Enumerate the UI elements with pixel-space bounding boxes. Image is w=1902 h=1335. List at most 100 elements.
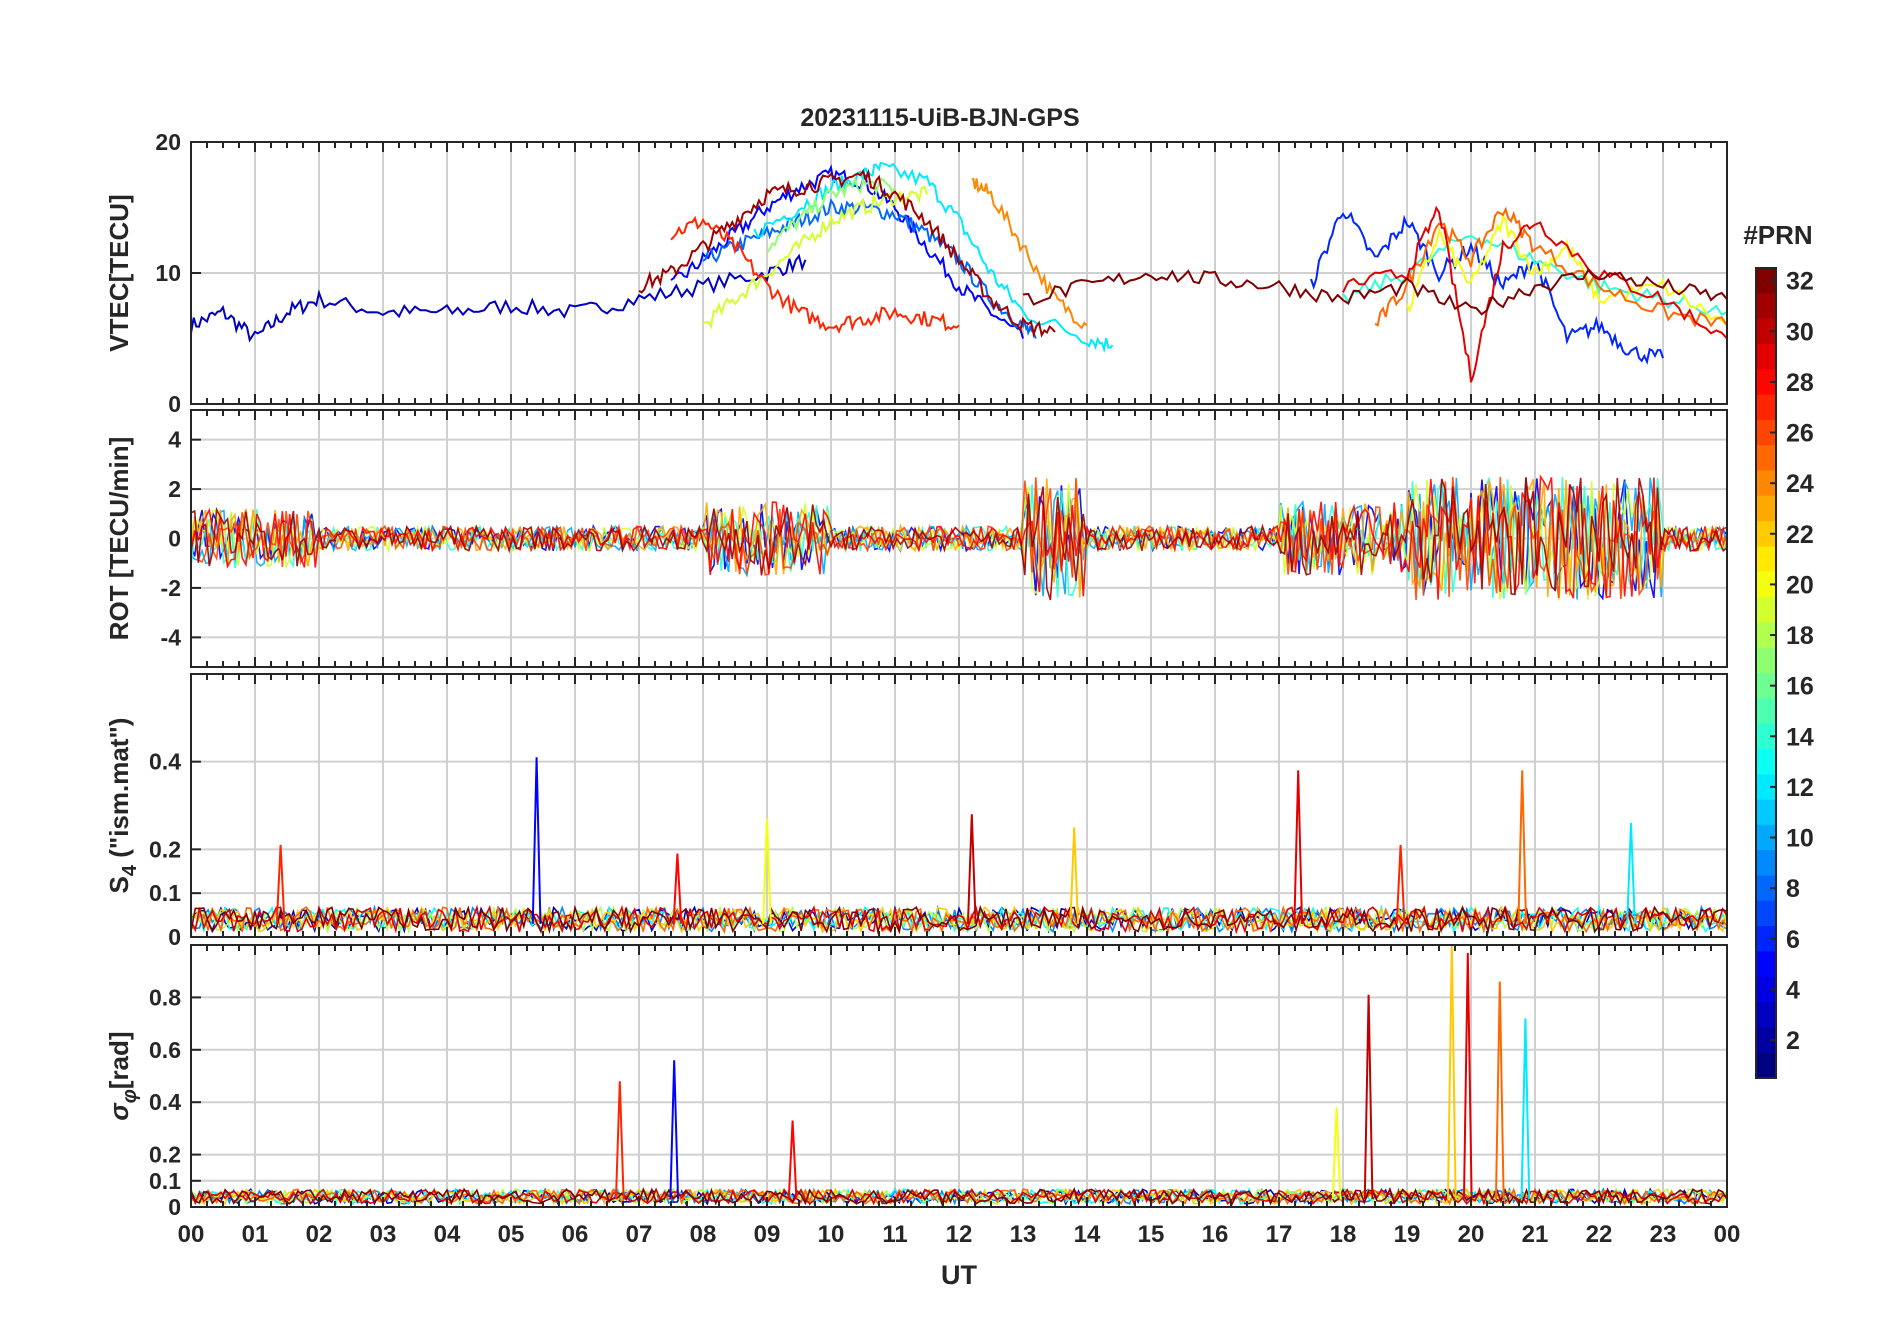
y-tick-label: 20 bbox=[155, 129, 181, 155]
colorbar-tick-label: 2 bbox=[1786, 1027, 1800, 1055]
y-tick-label: 0.1 bbox=[149, 880, 181, 906]
panel-vtec: 0 10 20 VTEC[TECU] bbox=[104, 129, 1728, 417]
colorbar-segment bbox=[1756, 1027, 1776, 1054]
y-tick-label: 0.1 bbox=[149, 1168, 181, 1194]
spike-mark bbox=[787, 1120, 798, 1200]
y-tick-label: 2 bbox=[168, 476, 181, 502]
data-layer bbox=[191, 161, 1727, 383]
x-tick-label: 20 bbox=[1458, 1221, 1485, 1248]
series-line-prn-17 bbox=[766, 176, 896, 254]
spike-mark bbox=[275, 844, 286, 924]
spike-mark bbox=[1494, 981, 1505, 1200]
x-tick-label: 16 bbox=[1202, 1221, 1229, 1248]
x-tick-label: 14 bbox=[1074, 1221, 1101, 1248]
x-tick-label: 00 bbox=[178, 1221, 205, 1248]
x-tick-label: 09 bbox=[754, 1221, 781, 1248]
colorbar-tick-label: 32 bbox=[1786, 268, 1814, 296]
x-axis-label: UT bbox=[941, 1260, 977, 1290]
colorbar-segment bbox=[1756, 799, 1776, 826]
spike-mark bbox=[669, 1060, 680, 1200]
colorbar-tick-label: 16 bbox=[1786, 673, 1814, 701]
colorbar-segment bbox=[1756, 875, 1776, 902]
rot-series-prn-26 bbox=[191, 476, 1727, 601]
x-tick-label: 07 bbox=[626, 1221, 653, 1248]
panel-rot: -4 -2 0 2 4 ROT [TECU/min] bbox=[104, 409, 1728, 668]
spike-mark bbox=[531, 757, 542, 924]
y-axis-label-main: S bbox=[104, 876, 134, 893]
colorbar-segment bbox=[1756, 293, 1776, 320]
rot-series-prn-19 bbox=[191, 479, 1727, 601]
y-tick-label: 0.4 bbox=[149, 749, 181, 775]
colorbar-segment bbox=[1756, 394, 1776, 421]
y-axis-label-rest: ("ism.mat") bbox=[104, 718, 134, 865]
colorbar-segment bbox=[1756, 951, 1776, 978]
s4-series-prn-18 bbox=[191, 904, 1727, 935]
spike-mark bbox=[1446, 945, 1457, 1200]
x-tick-label: 19 bbox=[1394, 1221, 1421, 1248]
y-axis-label-sub: φ bbox=[119, 1089, 141, 1103]
colorbar-segment bbox=[1756, 495, 1776, 522]
series-line-prn-6 bbox=[1310, 211, 1664, 365]
colorbar-segment bbox=[1756, 748, 1776, 775]
y-tick-label: 10 bbox=[155, 260, 181, 286]
rot-series-prn-28 bbox=[191, 474, 1727, 600]
colorbar-segment bbox=[1756, 521, 1776, 548]
x-tick-label: 13 bbox=[1010, 1221, 1037, 1248]
colorbar-segment bbox=[1756, 673, 1776, 699]
colorbar-label: #PRN bbox=[1743, 220, 1812, 250]
colorbar-segment bbox=[1756, 900, 1776, 927]
panel-s4: 0 0.1 0.2 0.4 S4 ("ism.mat") bbox=[104, 673, 1728, 950]
x-tick-label: 15 bbox=[1138, 1221, 1165, 1248]
colorbar-tick-label: 22 bbox=[1786, 521, 1814, 549]
y-tick-label: 0 bbox=[168, 391, 181, 417]
spike-mark bbox=[1626, 822, 1636, 924]
x-tick-label: 18 bbox=[1330, 1221, 1357, 1248]
colorbar-tick-label: 8 bbox=[1786, 875, 1800, 903]
colorbar-segment bbox=[1756, 1052, 1776, 1079]
x-tick-label: 01 bbox=[242, 1221, 269, 1248]
x-tick-label: 08 bbox=[690, 1221, 717, 1248]
colorbar-segment bbox=[1756, 647, 1776, 674]
y-axis-label: VTEC[TECU] bbox=[104, 194, 134, 351]
spike-mark bbox=[966, 814, 977, 924]
series-line-prn-25 bbox=[1374, 206, 1727, 328]
colorbar-tick-label: 24 bbox=[1786, 470, 1814, 498]
y-tick-label: 0 bbox=[168, 1194, 181, 1220]
series-line-prn-3 bbox=[191, 253, 807, 343]
colorbar-segment bbox=[1756, 445, 1776, 472]
series-line-prn-31 bbox=[638, 168, 1056, 339]
colorbar-tick-label: 14 bbox=[1786, 723, 1814, 751]
series-line-prn-5 bbox=[670, 164, 1024, 339]
series-line-prn-27 bbox=[670, 215, 960, 334]
colorbar-segment bbox=[1756, 343, 1776, 370]
colorbar-segment bbox=[1756, 546, 1776, 573]
series-line-prn-29 bbox=[1342, 205, 1727, 383]
colorbar-tick-label: 26 bbox=[1786, 420, 1814, 448]
colorbar-segment bbox=[1756, 470, 1776, 497]
spike-mark bbox=[1331, 1107, 1342, 1200]
y-tick-label: 4 bbox=[168, 427, 181, 453]
chart-title: 20231115-UiB-BJN-GPS bbox=[800, 104, 1079, 132]
spike-mark bbox=[1517, 770, 1528, 924]
spike-mark bbox=[762, 818, 772, 924]
y-axis-label: σφ[rad] bbox=[104, 1031, 141, 1120]
series-line-prn-19 bbox=[702, 185, 928, 330]
spike-mark bbox=[614, 1081, 625, 1200]
colorbar-tick-label: 30 bbox=[1786, 318, 1814, 346]
colorbar-segment bbox=[1756, 850, 1776, 877]
y-tick-label: 0.8 bbox=[149, 984, 181, 1010]
colorbar-segment bbox=[1756, 318, 1776, 345]
colorbar-tick-label: 6 bbox=[1786, 926, 1800, 954]
x-tick-label: 02 bbox=[306, 1221, 333, 1248]
x-tick-label: 06 bbox=[562, 1221, 589, 1248]
colorbar-segment bbox=[1756, 419, 1776, 446]
data-layer bbox=[191, 474, 1727, 601]
x-tick-label: 03 bbox=[370, 1221, 397, 1248]
spike-mark bbox=[1363, 994, 1374, 1200]
y-tick-label: -4 bbox=[161, 624, 182, 650]
y-tick-label: 0 bbox=[168, 526, 181, 552]
